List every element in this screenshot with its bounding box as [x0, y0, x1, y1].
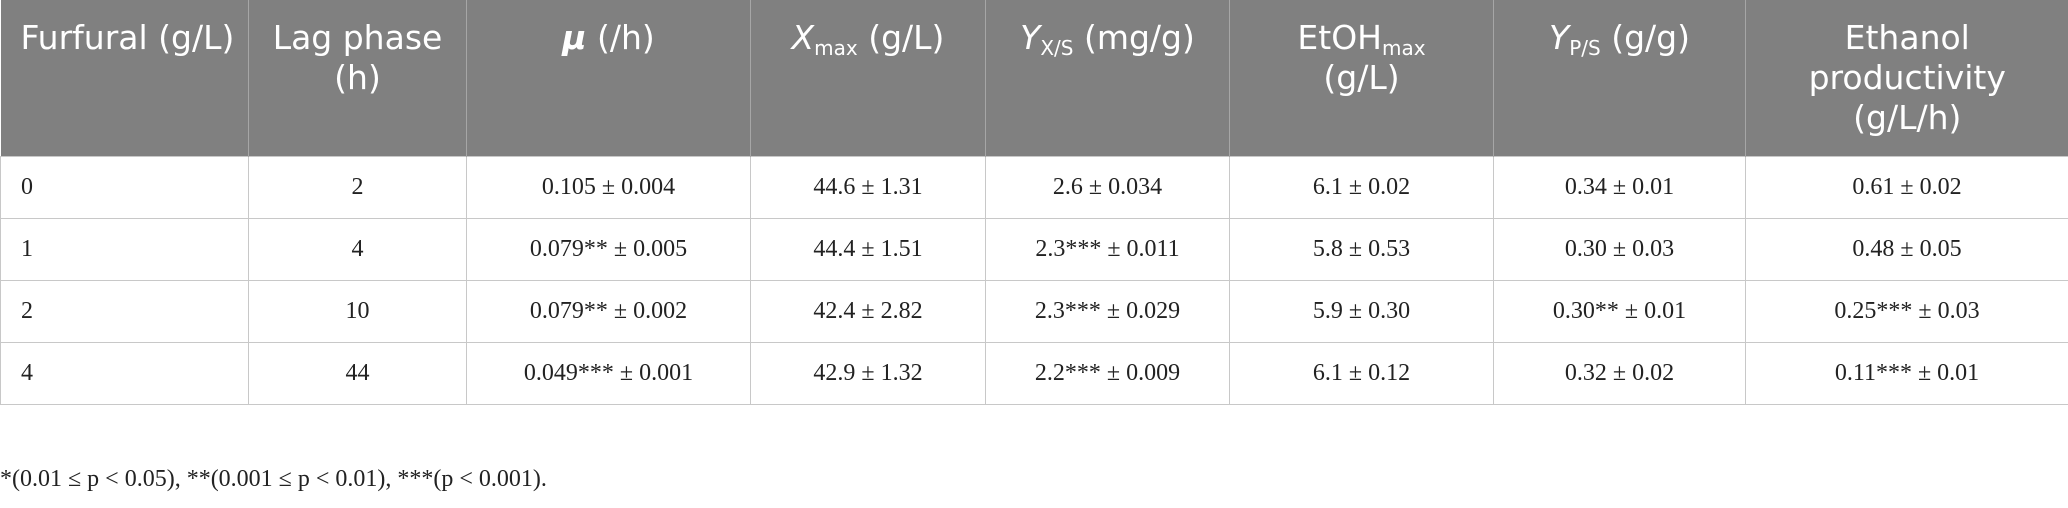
header-cell: Furfural (g/L) — [0, 0, 249, 156]
header-text: (g/L) — [1323, 58, 1400, 97]
table-cell: 2 — [0, 279, 249, 343]
table-cell: 0.34 ± 0.01 — [1493, 155, 1746, 219]
table-row: 0 2 0.105 ± 0.004 44.6 ± 1.31 2.6 ± 0.034 6.1… — [0, 155, 2068, 219]
header-text: Ethanol productivity (g/L/h) — [1808, 18, 2006, 137]
table-cell: 44 — [248, 341, 467, 405]
header-text: (/h) — [586, 18, 655, 57]
header-cell: Lag phase (h) — [248, 0, 467, 156]
table-cell: 5.8 ± 0.53 — [1229, 217, 1494, 281]
table-cell: 0.049*** ± 0.001 — [466, 341, 751, 405]
table-cell: 0.079** ± 0.002 — [466, 279, 751, 343]
header-subscript: max — [814, 36, 858, 60]
table-cell: 0.30 ± 0.03 — [1493, 217, 1746, 281]
header-cell: YP/S (g/g) — [1493, 0, 1746, 156]
table-cell: 4 — [0, 341, 249, 405]
header-text: (g/g) — [1600, 18, 1690, 57]
table-cell: 42.9 ± 1.32 — [750, 341, 986, 405]
header-symbol: X — [791, 18, 815, 57]
table-cell: 0.61 ± 0.02 — [1745, 155, 2068, 219]
header-symbol: Y — [1549, 18, 1570, 57]
header-cell: Ethanol productivity (g/L/h) — [1745, 0, 2068, 156]
header-text: (mg/g) — [1073, 18, 1195, 57]
header-text: Lag phase (h) — [272, 18, 443, 97]
table-cell: 0.30** ± 0.01 — [1493, 279, 1746, 343]
table-cell: 0 — [0, 155, 249, 219]
table-cell: 6.1 ± 0.12 — [1229, 341, 1494, 405]
header-cell: YX/S (mg/g) — [985, 0, 1230, 156]
table-row: 2 10 0.079** ± 0.002 42.4 ± 2.82 2.3*** ± 0.… — [0, 279, 2068, 343]
table-cell: 0.079** ± 0.005 — [466, 217, 751, 281]
footnote: *(0.01 ≤ p < 0.05), **(0.001 ≤ p < 0.01)… — [0, 466, 547, 492]
table-cell: 0.25*** ± 0.03 — [1745, 279, 2068, 343]
table-cell: 2.3*** ± 0.011 — [985, 217, 1230, 281]
table-cell: 42.4 ± 2.82 — [750, 279, 986, 343]
header-subscript: max — [1382, 36, 1426, 60]
table-cell: 0.105 ± 0.004 — [466, 155, 751, 219]
header-symbol: Y — [1020, 18, 1041, 57]
table-cell: 6.1 ± 0.02 — [1229, 155, 1494, 219]
header-text: EtOH — [1297, 18, 1382, 57]
table-cell: 0.11*** ± 0.01 — [1745, 341, 2068, 405]
table-cell: 44.6 ± 1.31 — [750, 155, 986, 219]
table-body: 0 2 0.105 ± 0.004 44.6 ± 1.31 2.6 ± 0.034 6.1… — [0, 155, 2068, 405]
table-cell: 44.4 ± 1.51 — [750, 217, 986, 281]
header-text: Furfural (g/L) — [20, 18, 235, 57]
table-cell: 5.9 ± 0.30 — [1229, 279, 1494, 343]
header-row: Furfural (g/L) Lag phase (h) μ (/h) Xmax… — [0, 0, 2068, 156]
header-cell: Xmax (g/L) — [750, 0, 986, 156]
table-cell: 2.6 ± 0.034 — [985, 155, 1230, 219]
table-cell: 0.48 ± 0.05 — [1745, 217, 2068, 281]
table-cell: 2 — [248, 155, 467, 219]
table-cell: 1 — [0, 217, 249, 281]
header-symbol: μ — [562, 18, 587, 57]
header-text: (g/L) — [857, 18, 945, 57]
table-cell: 0.32 ± 0.02 — [1493, 341, 1746, 405]
table-row: 4 44 0.049*** ± 0.001 42.9 ± 1.32 2.2*** ± 0… — [0, 341, 2068, 405]
header-subscript: P/S — [1569, 36, 1601, 60]
header-subscript: X/S — [1040, 36, 1074, 60]
table-cell: 10 — [248, 279, 467, 343]
table-cell: 2.3*** ± 0.029 — [985, 279, 1230, 343]
header-cell: μ (/h) — [466, 0, 751, 156]
table-cell: 2.2*** ± 0.009 — [985, 341, 1230, 405]
data-table: Furfural (g/L) Lag phase (h) μ (/h) Xmax… — [0, 0, 2068, 405]
header-cell: EtOHmax (g/L) — [1229, 0, 1494, 156]
table-row: 1 4 0.079** ± 0.005 44.4 ± 1.51 2.3*** ± 0.0… — [0, 217, 2068, 281]
table-cell: 4 — [248, 217, 467, 281]
